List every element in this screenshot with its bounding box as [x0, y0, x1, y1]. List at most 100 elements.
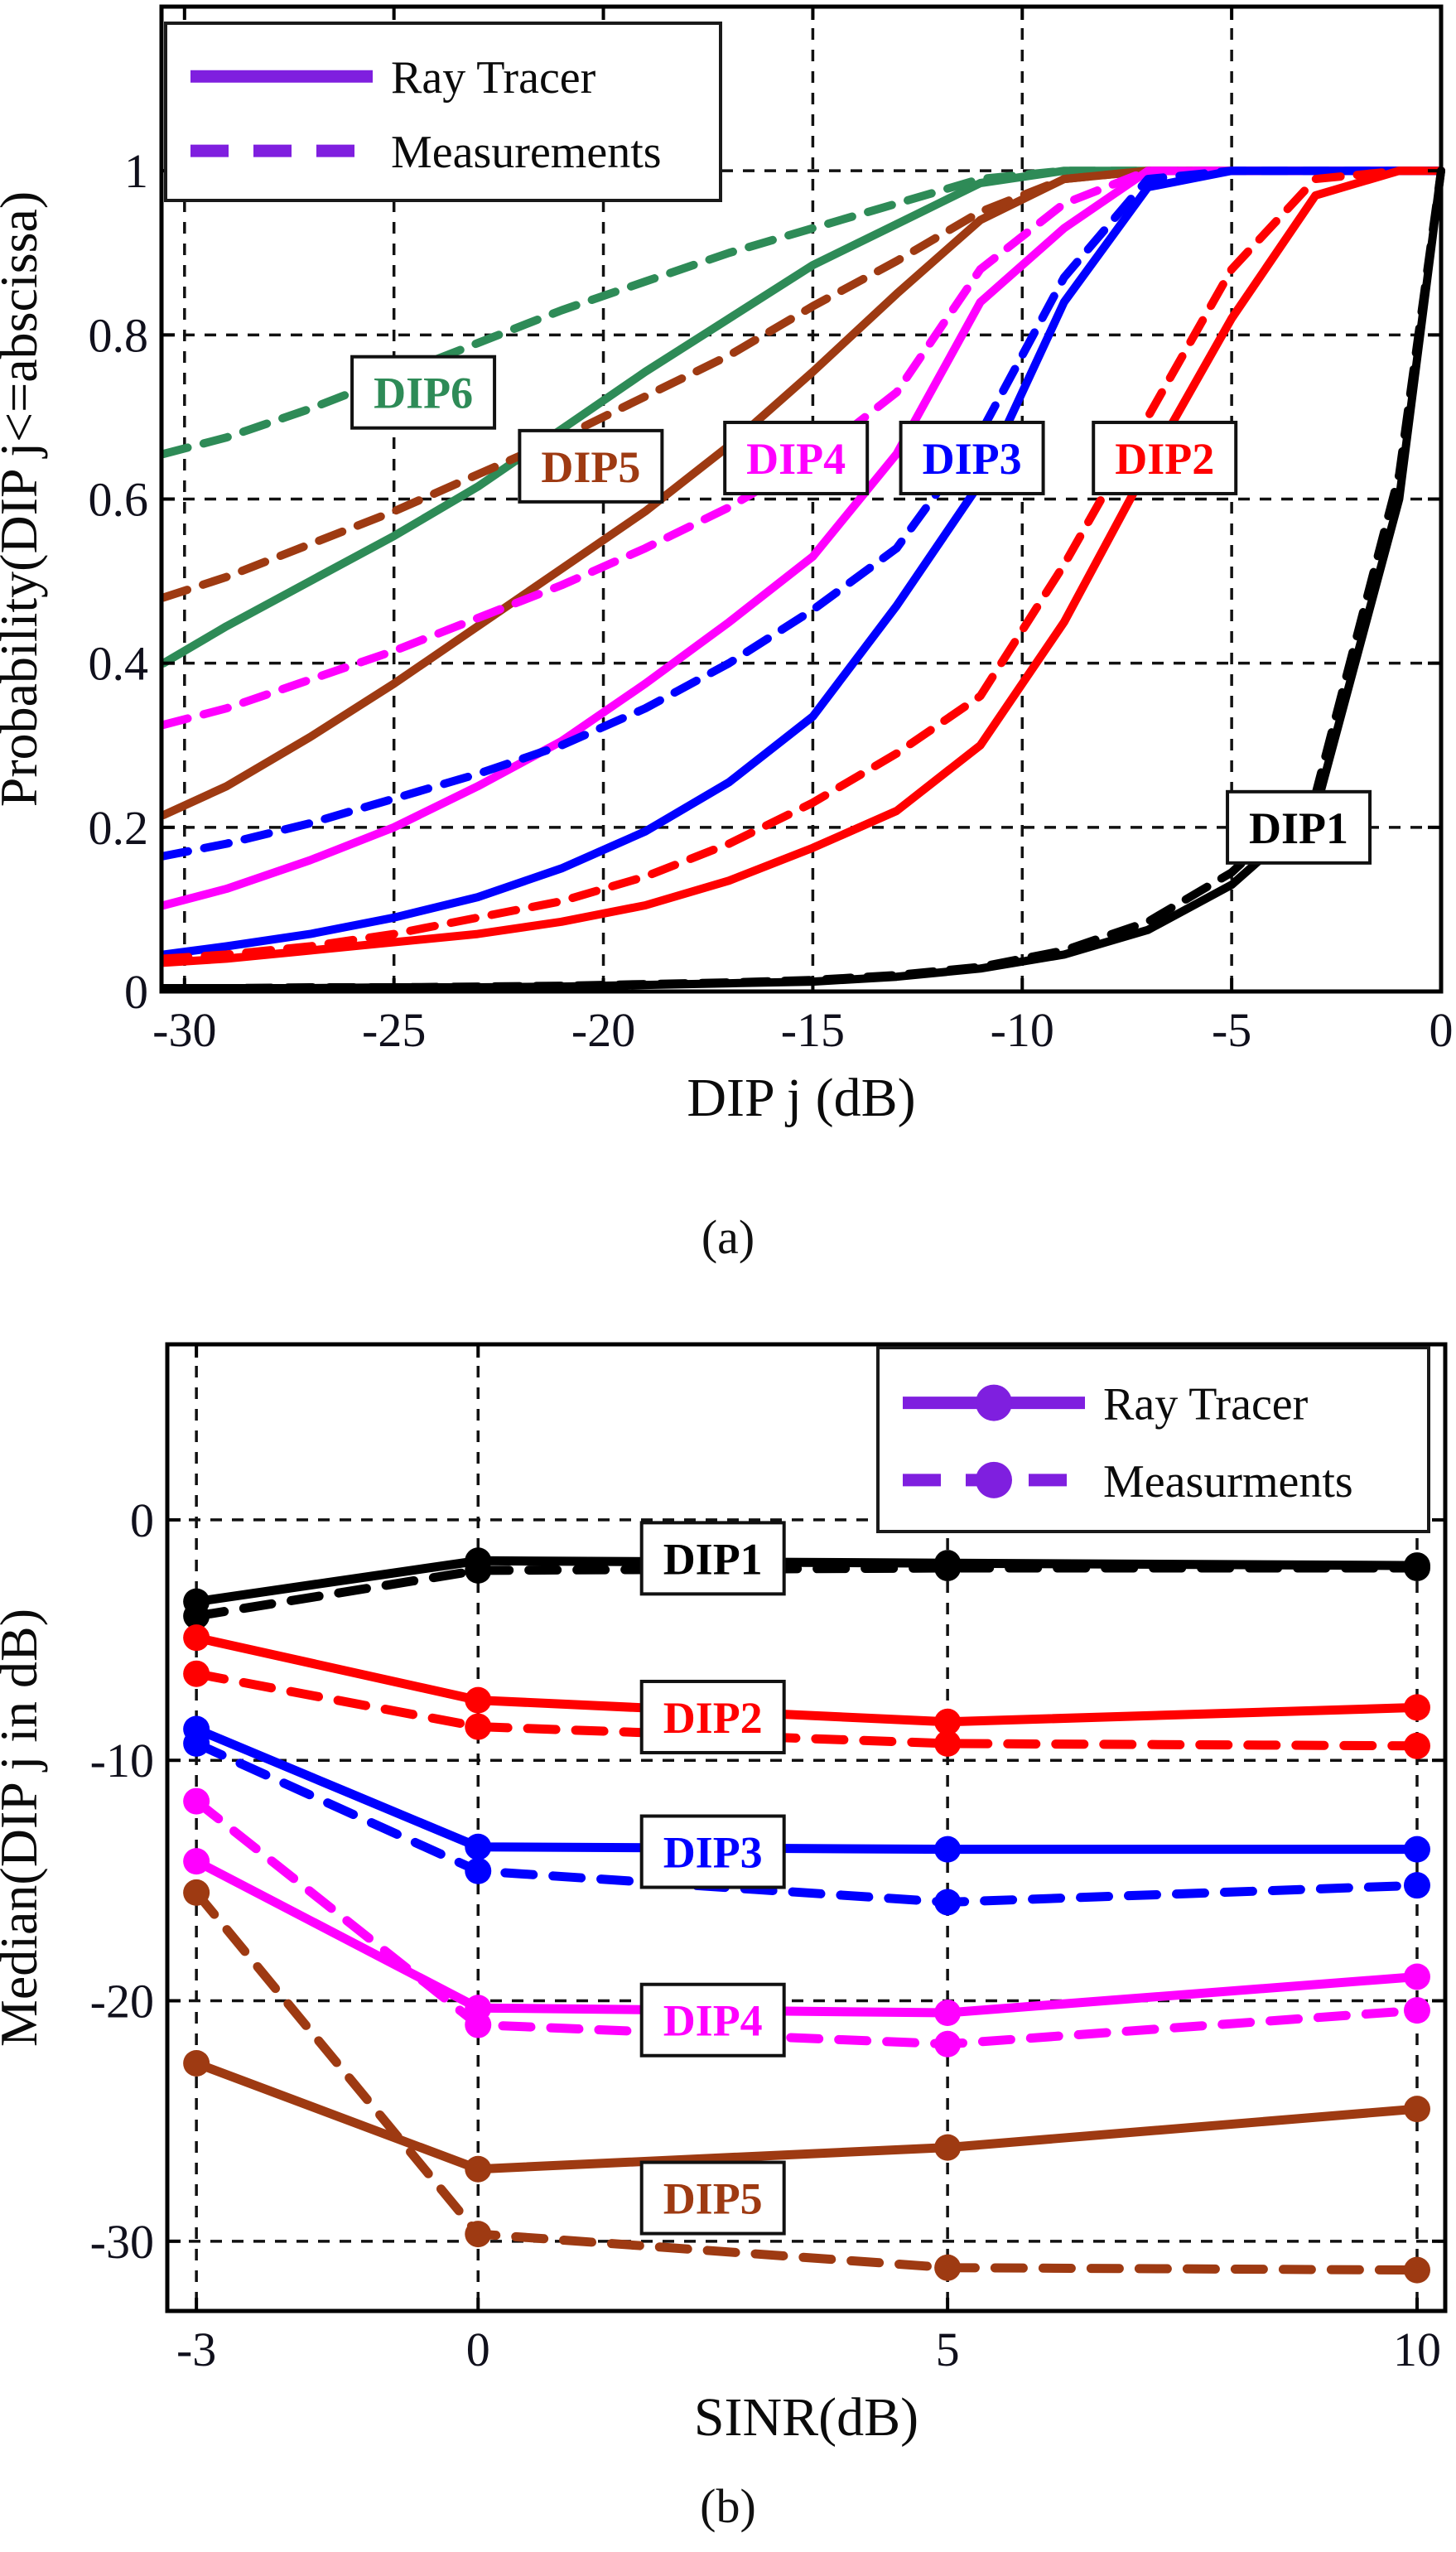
- legend-marker-solid: [976, 1384, 1012, 1421]
- xtick-label--20: -20: [571, 1003, 635, 1057]
- marker-dip5-measurments: [1403, 2256, 1430, 2284]
- annotation-text-dip3: DIP3: [663, 1828, 763, 1878]
- legend-box: [164, 22, 722, 202]
- ytick-label--20: -20: [90, 1975, 154, 2029]
- xtick-label-0: 0: [1429, 1003, 1454, 1057]
- marker-dip3-ray-tracer: [465, 1833, 492, 1860]
- y-axis-label: Probability(DIP j<=abscissa): [0, 191, 48, 808]
- x-axis-label: DIP j (dB): [687, 1068, 915, 1128]
- marker-dip2-measurments: [183, 1660, 210, 1687]
- series-dip5-ray-tracer: [191, 2058, 1422, 2174]
- marker-dip4-measurments: [934, 2030, 962, 2058]
- marker-dip4-ray-tracer: [1403, 1963, 1430, 1990]
- marker-dip1-measurments: [183, 1603, 210, 1630]
- marker-dip4-measurments: [1403, 1997, 1430, 2024]
- xtick-label--30: -30: [152, 1003, 216, 1057]
- marker-dip2-measurments: [1403, 1732, 1430, 1759]
- legend-label-solid: Ray Tracer: [391, 52, 596, 104]
- annotation-text-dip1: DIP1: [663, 1534, 763, 1584]
- marker-dip3-measurments: [465, 1857, 492, 1884]
- marker-dip5-ray-tracer: [183, 2049, 210, 2077]
- series-dip2-measurments: [191, 1669, 1422, 1751]
- marker-dip5-ray-tracer: [465, 2155, 492, 2183]
- ytick-label-0.8: 0.8: [89, 308, 149, 362]
- series-dip5-measurments: [191, 1888, 1422, 2275]
- marker-dip5-measurments: [183, 1879, 210, 1906]
- marker-dip2-measurments: [934, 1729, 962, 1757]
- marker-dip1-measurments: [465, 1556, 492, 1584]
- xtick-label--10: -10: [991, 1003, 1054, 1057]
- annotation-text-dip3: DIP3: [923, 434, 1022, 484]
- series-dip2-measurements: [159, 166, 1445, 963]
- annotation-text-dip4: DIP4: [746, 434, 846, 484]
- marker-dip4-measurments: [465, 2011, 492, 2038]
- annotation-box-dip2: [639, 1679, 786, 1754]
- series-dip5-measurements: [159, 166, 1445, 602]
- xtick-label--5: -5: [1212, 1003, 1251, 1057]
- marker-dip3-measurments: [183, 1729, 210, 1757]
- xtick-label-0: 0: [466, 2323, 490, 2376]
- caption-b: (b): [700, 2479, 756, 2533]
- xtick-label-10: 10: [1393, 2323, 1441, 2376]
- marker-dip4-ray-tracer: [183, 1848, 210, 1875]
- marker-dip3-measurments: [934, 1889, 962, 1916]
- marker-dip5-measurments: [465, 2221, 492, 2248]
- marker-dip2-ray-tracer: [934, 1708, 962, 1735]
- axes-border: [165, 1342, 1448, 2313]
- ytick-label-0: 0: [130, 1493, 154, 1547]
- series-dip1-measurments: [191, 1563, 1422, 1621]
- xtick-label--15: -15: [781, 1003, 845, 1057]
- legend-marker-dashed: [976, 1461, 1012, 1498]
- xtick-label-5: 5: [936, 2323, 960, 2376]
- ytick-label--10: -10: [90, 1734, 154, 1787]
- caption-a: (a): [701, 1210, 755, 1264]
- annotation-text-dip2: DIP2: [663, 1693, 763, 1743]
- annotation-box-dip3: [639, 1814, 786, 1889]
- marker-dip3-measurments: [1403, 1872, 1430, 1899]
- annotation-text-dip4: DIP4: [663, 1996, 763, 2046]
- legend-label-dashed: Measurements: [391, 127, 662, 178]
- annotation-text-dip2: DIP2: [1115, 434, 1214, 484]
- ytick-label-0.4: 0.4: [89, 637, 149, 691]
- marker-dip4-ray-tracer: [934, 2000, 962, 2027]
- ytick-label-0.2: 0.2: [89, 801, 149, 855]
- xtick-label--3: -3: [176, 2323, 216, 2376]
- annotation-box-dip3: [899, 420, 1045, 495]
- annotation-box-dip5: [639, 2160, 786, 2236]
- legend-label-solid: Ray Tracer: [1103, 1379, 1309, 1430]
- xtick-label--25: -25: [362, 1003, 426, 1057]
- marker-dip2-ray-tracer: [1403, 1694, 1430, 1721]
- ytick-label-1: 1: [124, 144, 148, 198]
- legend-box: [876, 1346, 1430, 1533]
- annotation-box-dip5: [518, 428, 664, 504]
- figure-panel-a: -30 -25 -20 -15 -10 -5 0 0 0.2 0.4 0.6 0.8 1 DIP j (d…: [0, 4, 1454, 1264]
- annotation-text-dip6: DIP6: [374, 369, 473, 418]
- marker-dip3-ray-tracer: [1403, 1836, 1430, 1863]
- marker-dip5-ray-tracer: [934, 2134, 962, 2161]
- series-dip2-ray-tracer: [159, 166, 1445, 967]
- chart-a-cdf-plot: -30 -25 -20 -15 -10 -5 0 0 0.2 0.4 0.6 0.8 1 DIP j (d…: [0, 4, 1454, 1128]
- ytick-label--30: -30: [90, 2215, 154, 2269]
- annotation-box-dip4: [723, 420, 870, 495]
- marker-dip1-measurments: [934, 1554, 962, 1581]
- annotation-box-dip1: [639, 1521, 786, 1596]
- marker-dip2-ray-tracer: [465, 1686, 492, 1714]
- series-dip3-measurements: [159, 166, 1445, 861]
- ytick-label-0.6: 0.6: [89, 473, 149, 527]
- marker-dip2-ray-tracer: [183, 1624, 210, 1652]
- annotation-text-dip1: DIP1: [1249, 803, 1348, 853]
- ytick-label-0: 0: [124, 965, 148, 1019]
- annotation-box-dip6: [350, 355, 497, 430]
- annotation-box-dip2: [1092, 420, 1238, 495]
- y-axis-label: Median(DIP j in dB): [0, 1609, 48, 2047]
- marker-dip1-measurments: [1403, 1554, 1430, 1581]
- marker-dip2-measurments: [465, 1713, 492, 1740]
- marker-dip4-measurments: [183, 1787, 210, 1815]
- marker-dip5-measurments: [934, 2254, 962, 2281]
- marker-dip3-ray-tracer: [934, 1836, 962, 1863]
- annotation-box-dip4: [639, 1982, 786, 2058]
- x-axis-label: SINR(dB): [694, 2387, 918, 2448]
- legend-label-dashed: Measurments: [1103, 1456, 1353, 1508]
